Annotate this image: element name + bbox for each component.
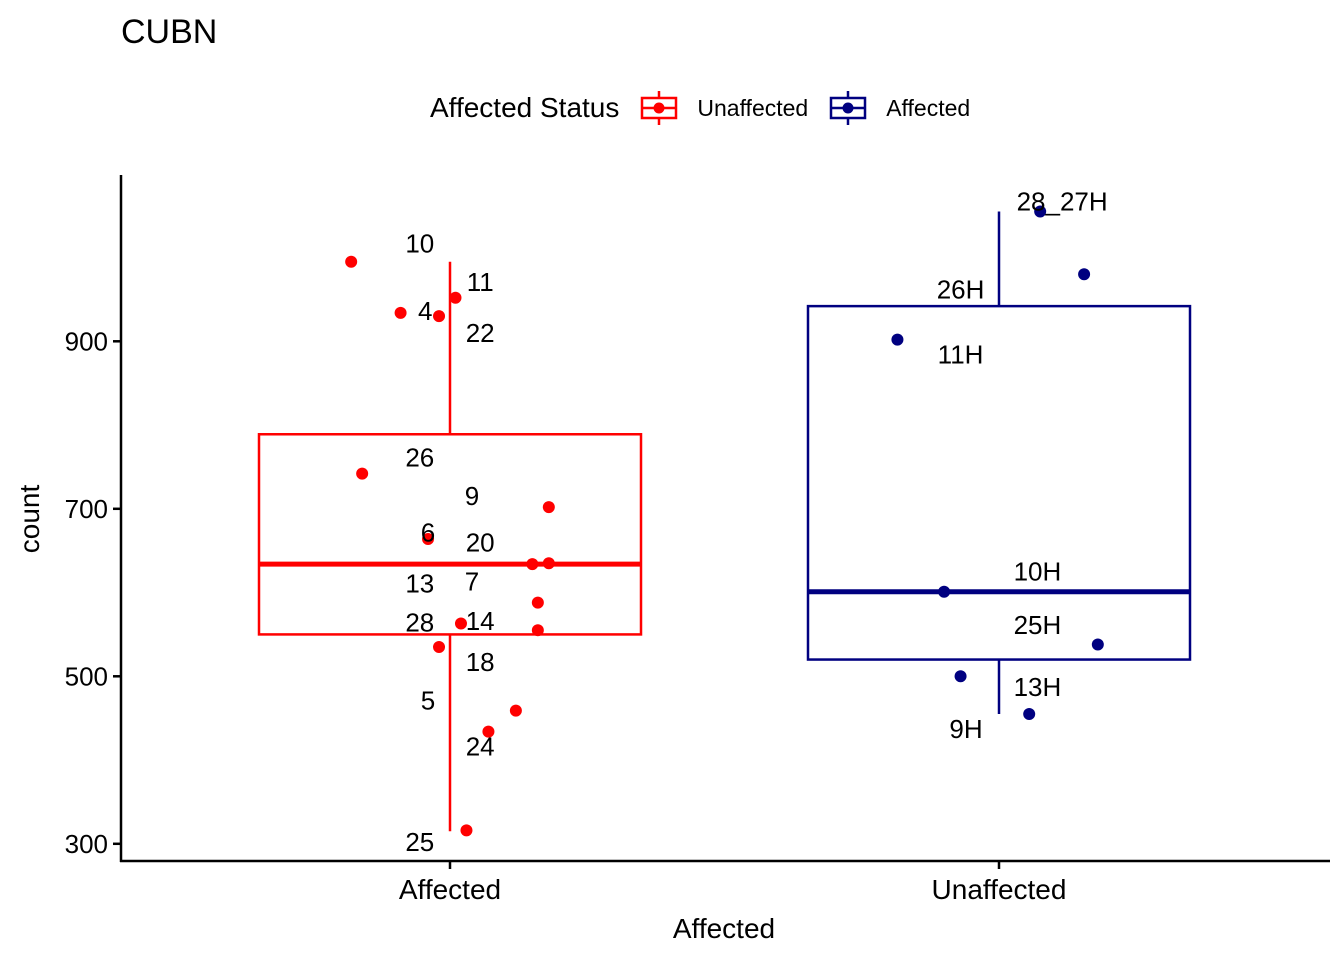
- box-affected: [257, 433, 643, 636]
- x-tick-label-unaffected: Unaffected: [932, 874, 1067, 905]
- data-point-affected-2: [394, 306, 407, 319]
- point-label-9: 9: [465, 481, 479, 511]
- data-point-unaffected-0: [1034, 205, 1047, 218]
- legend-key-unaffected: [641, 91, 678, 125]
- y-tick-label-500: 500: [65, 661, 108, 691]
- data-point-affected-10: [454, 617, 467, 630]
- data-point-affected-12: [433, 640, 446, 653]
- point-label-24: 24: [466, 732, 495, 762]
- data-point-unaffected-4: [1091, 638, 1104, 651]
- legend-item-affected: Affected: [828, 88, 970, 128]
- point-label-28-27h: 28_27H: [1017, 186, 1108, 216]
- point-label-11h: 11H: [938, 340, 984, 370]
- data-point-affected-11: [531, 624, 544, 637]
- data-point-affected-13: [509, 704, 522, 717]
- point-label-13: 13: [405, 568, 434, 598]
- point-label-9h: 9H: [949, 714, 982, 744]
- point-label-18: 18: [466, 647, 495, 677]
- point-label-26: 26: [405, 443, 434, 473]
- point-label-25h: 25H: [1014, 610, 1062, 640]
- point-label-20: 20: [466, 527, 495, 557]
- y-axis-title: count: [14, 485, 45, 554]
- legend-label-unaffected: Unaffected: [697, 94, 809, 121]
- point-label-22: 22: [466, 318, 495, 348]
- point-label-28: 28: [405, 608, 434, 638]
- data-point-affected-3: [433, 310, 446, 323]
- y-tick-label-700: 700: [65, 494, 108, 524]
- x-tick-label-affected: Affected: [399, 874, 501, 905]
- point-label-11: 11: [467, 267, 494, 297]
- y-tick-label-900: 900: [65, 326, 108, 356]
- data-point-affected-1: [449, 291, 462, 304]
- y-tick-label-300: 300: [65, 829, 108, 859]
- data-point-affected-7: [526, 558, 539, 571]
- x-axis-title: Affected: [673, 913, 775, 944]
- point-label-14: 14: [466, 606, 495, 636]
- data-point-unaffected-6: [1023, 707, 1036, 720]
- data-point-unaffected-5: [954, 670, 967, 683]
- point-label-26h: 26H: [937, 274, 985, 304]
- legend-label-affected: Affected: [886, 94, 971, 121]
- data-point-affected-4: [356, 467, 369, 480]
- point-label-4: 4: [418, 296, 432, 326]
- data-point-unaffected-2: [891, 333, 904, 346]
- legend-item-unaffected: Unaffected: [639, 88, 808, 128]
- data-point-affected-0: [345, 255, 358, 268]
- point-label-10: 10: [405, 228, 434, 258]
- chart-title: CUBN: [121, 13, 218, 51]
- data-point-affected-15: [460, 824, 473, 837]
- data-point-affected-5: [542, 501, 555, 514]
- point-label-6: 6: [421, 517, 435, 547]
- box-unaffected: [806, 304, 1192, 661]
- legend-title: Affected Status: [430, 92, 620, 123]
- point-label-7: 7: [465, 567, 479, 597]
- point-label-25: 25: [405, 827, 434, 857]
- legend-key-affected: [829, 91, 867, 125]
- data-point-affected-6: [422, 532, 435, 545]
- data-point-unaffected-1: [1078, 268, 1091, 281]
- point-label-10h: 10H: [1014, 557, 1062, 587]
- point-label-5: 5: [421, 686, 435, 716]
- data-point-unaffected-3: [938, 585, 951, 598]
- point-label-13h: 13H: [1014, 672, 1062, 702]
- data-point-affected-9: [531, 596, 544, 609]
- data-point-affected-8: [542, 557, 555, 570]
- data-point-affected-14: [482, 725, 495, 738]
- legend: Affected Status Unaffected Affected: [430, 88, 990, 128]
